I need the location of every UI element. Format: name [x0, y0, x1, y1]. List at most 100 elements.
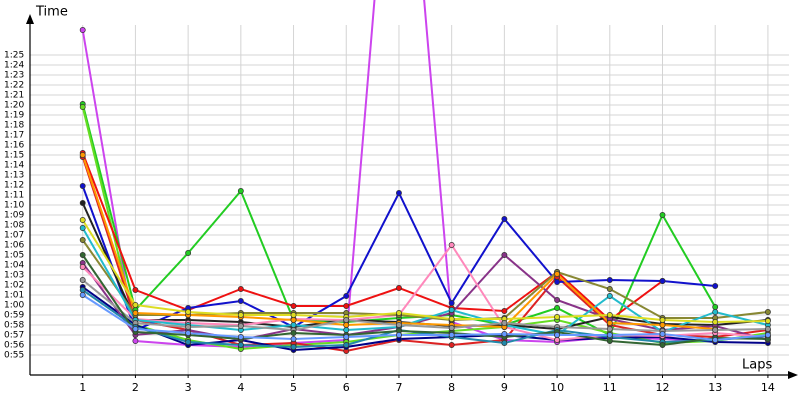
y-tick-label: 1:16 — [4, 141, 24, 151]
data-point — [185, 250, 192, 256]
data-point — [79, 252, 86, 258]
y-tick-label: 1:12 — [4, 181, 24, 191]
data-point — [448, 332, 455, 338]
series-line — [81, 254, 768, 347]
data-point — [237, 312, 244, 318]
series-line — [81, 219, 768, 324]
data-point — [290, 336, 297, 342]
x-tick-label: 14 — [761, 381, 775, 394]
y-tick-label: 1:02 — [4, 281, 24, 291]
y-tick-label: 1:10 — [4, 201, 24, 211]
data-point — [185, 330, 192, 336]
data-point — [79, 264, 86, 270]
data-point — [554, 332, 561, 338]
series-line — [82, 289, 768, 349]
data-point — [606, 326, 613, 332]
data-point — [659, 322, 666, 328]
y-tick-label: 1:06 — [4, 241, 24, 251]
data-point — [237, 342, 244, 348]
data-point — [554, 279, 561, 285]
y-tick-label: 1:01 — [4, 291, 24, 301]
data-point — [343, 334, 350, 340]
data-point — [79, 277, 86, 283]
data-point — [132, 287, 139, 293]
data-point — [79, 200, 86, 206]
y-tick-label: 1:20 — [4, 101, 24, 111]
data-point — [132, 310, 139, 316]
data-point — [606, 277, 613, 283]
y-tick-label: 0:56 — [4, 341, 24, 351]
series-line — [82, 243, 768, 342]
x-tick-label: 3 — [185, 381, 192, 394]
data-point — [448, 325, 455, 331]
y-tick-label: 1:23 — [4, 71, 24, 81]
y-tick-label: 1:19 — [4, 111, 24, 121]
data-point — [712, 319, 719, 325]
data-point — [501, 320, 508, 326]
data-point — [237, 298, 244, 304]
data-point — [501, 308, 508, 314]
y-tick-label: 1:15 — [4, 151, 24, 161]
data-point — [659, 317, 666, 323]
series-line — [82, 279, 768, 333]
data-point — [501, 340, 508, 346]
data-point — [712, 309, 719, 315]
x-tick-label: 6 — [343, 381, 350, 394]
x-axis-label: Laps — [742, 358, 772, 373]
data-point — [237, 334, 244, 340]
y-tick-label: 1:00 — [4, 301, 24, 311]
data-point — [237, 188, 244, 194]
series-line — [82, 286, 768, 352]
data-point — [79, 27, 86, 33]
y-tick-label: 1:24 — [4, 61, 24, 71]
y-tick-label: 1:07 — [4, 231, 24, 241]
y-tick-label: 1:22 — [4, 81, 24, 91]
data-point — [343, 322, 350, 328]
data-point — [712, 304, 719, 310]
x-tick-label: 13 — [708, 381, 722, 394]
data-point — [554, 305, 561, 311]
data-point — [448, 316, 455, 322]
data-point — [290, 344, 297, 350]
data-point — [290, 330, 297, 336]
series-line — [81, 253, 769, 342]
data-point — [764, 332, 771, 338]
data-point — [396, 190, 402, 196]
data-point — [764, 318, 771, 324]
x-tick-label: 5 — [290, 381, 297, 394]
data-point — [659, 331, 666, 337]
data-point — [396, 332, 402, 338]
data-point — [606, 286, 613, 292]
data-point — [132, 338, 139, 344]
x-tick-label: 4 — [237, 381, 244, 394]
x-tick-label: 9 — [501, 381, 508, 394]
data-point — [343, 293, 350, 299]
y-tick-label: 1:17 — [4, 131, 24, 141]
data-point — [554, 271, 561, 277]
data-point — [237, 323, 244, 329]
series-line — [82, 294, 769, 342]
data-point — [343, 317, 350, 323]
data-point — [132, 326, 139, 332]
y-tick-label: 1:25 — [4, 51, 24, 61]
data-point — [764, 309, 771, 315]
x-tick-label: 1 — [79, 381, 86, 394]
y-tick-label: 0:59 — [4, 311, 24, 321]
data-point — [606, 332, 613, 338]
y-tick-label: 1:13 — [4, 171, 24, 181]
data-point — [79, 217, 86, 223]
data-point — [606, 338, 613, 344]
data-point — [659, 212, 666, 218]
data-point — [343, 303, 350, 309]
data-point — [712, 337, 719, 343]
y-tick-label: 0:57 — [4, 331, 24, 341]
data-point — [79, 292, 86, 298]
data-point — [396, 285, 402, 291]
data-point — [290, 303, 297, 309]
x-tick-label: 10 — [550, 381, 564, 394]
data-point — [554, 314, 561, 320]
y-tick-label: 1:04 — [4, 261, 24, 271]
data-point — [606, 312, 613, 318]
data-point — [132, 302, 139, 308]
data-point — [712, 327, 719, 333]
